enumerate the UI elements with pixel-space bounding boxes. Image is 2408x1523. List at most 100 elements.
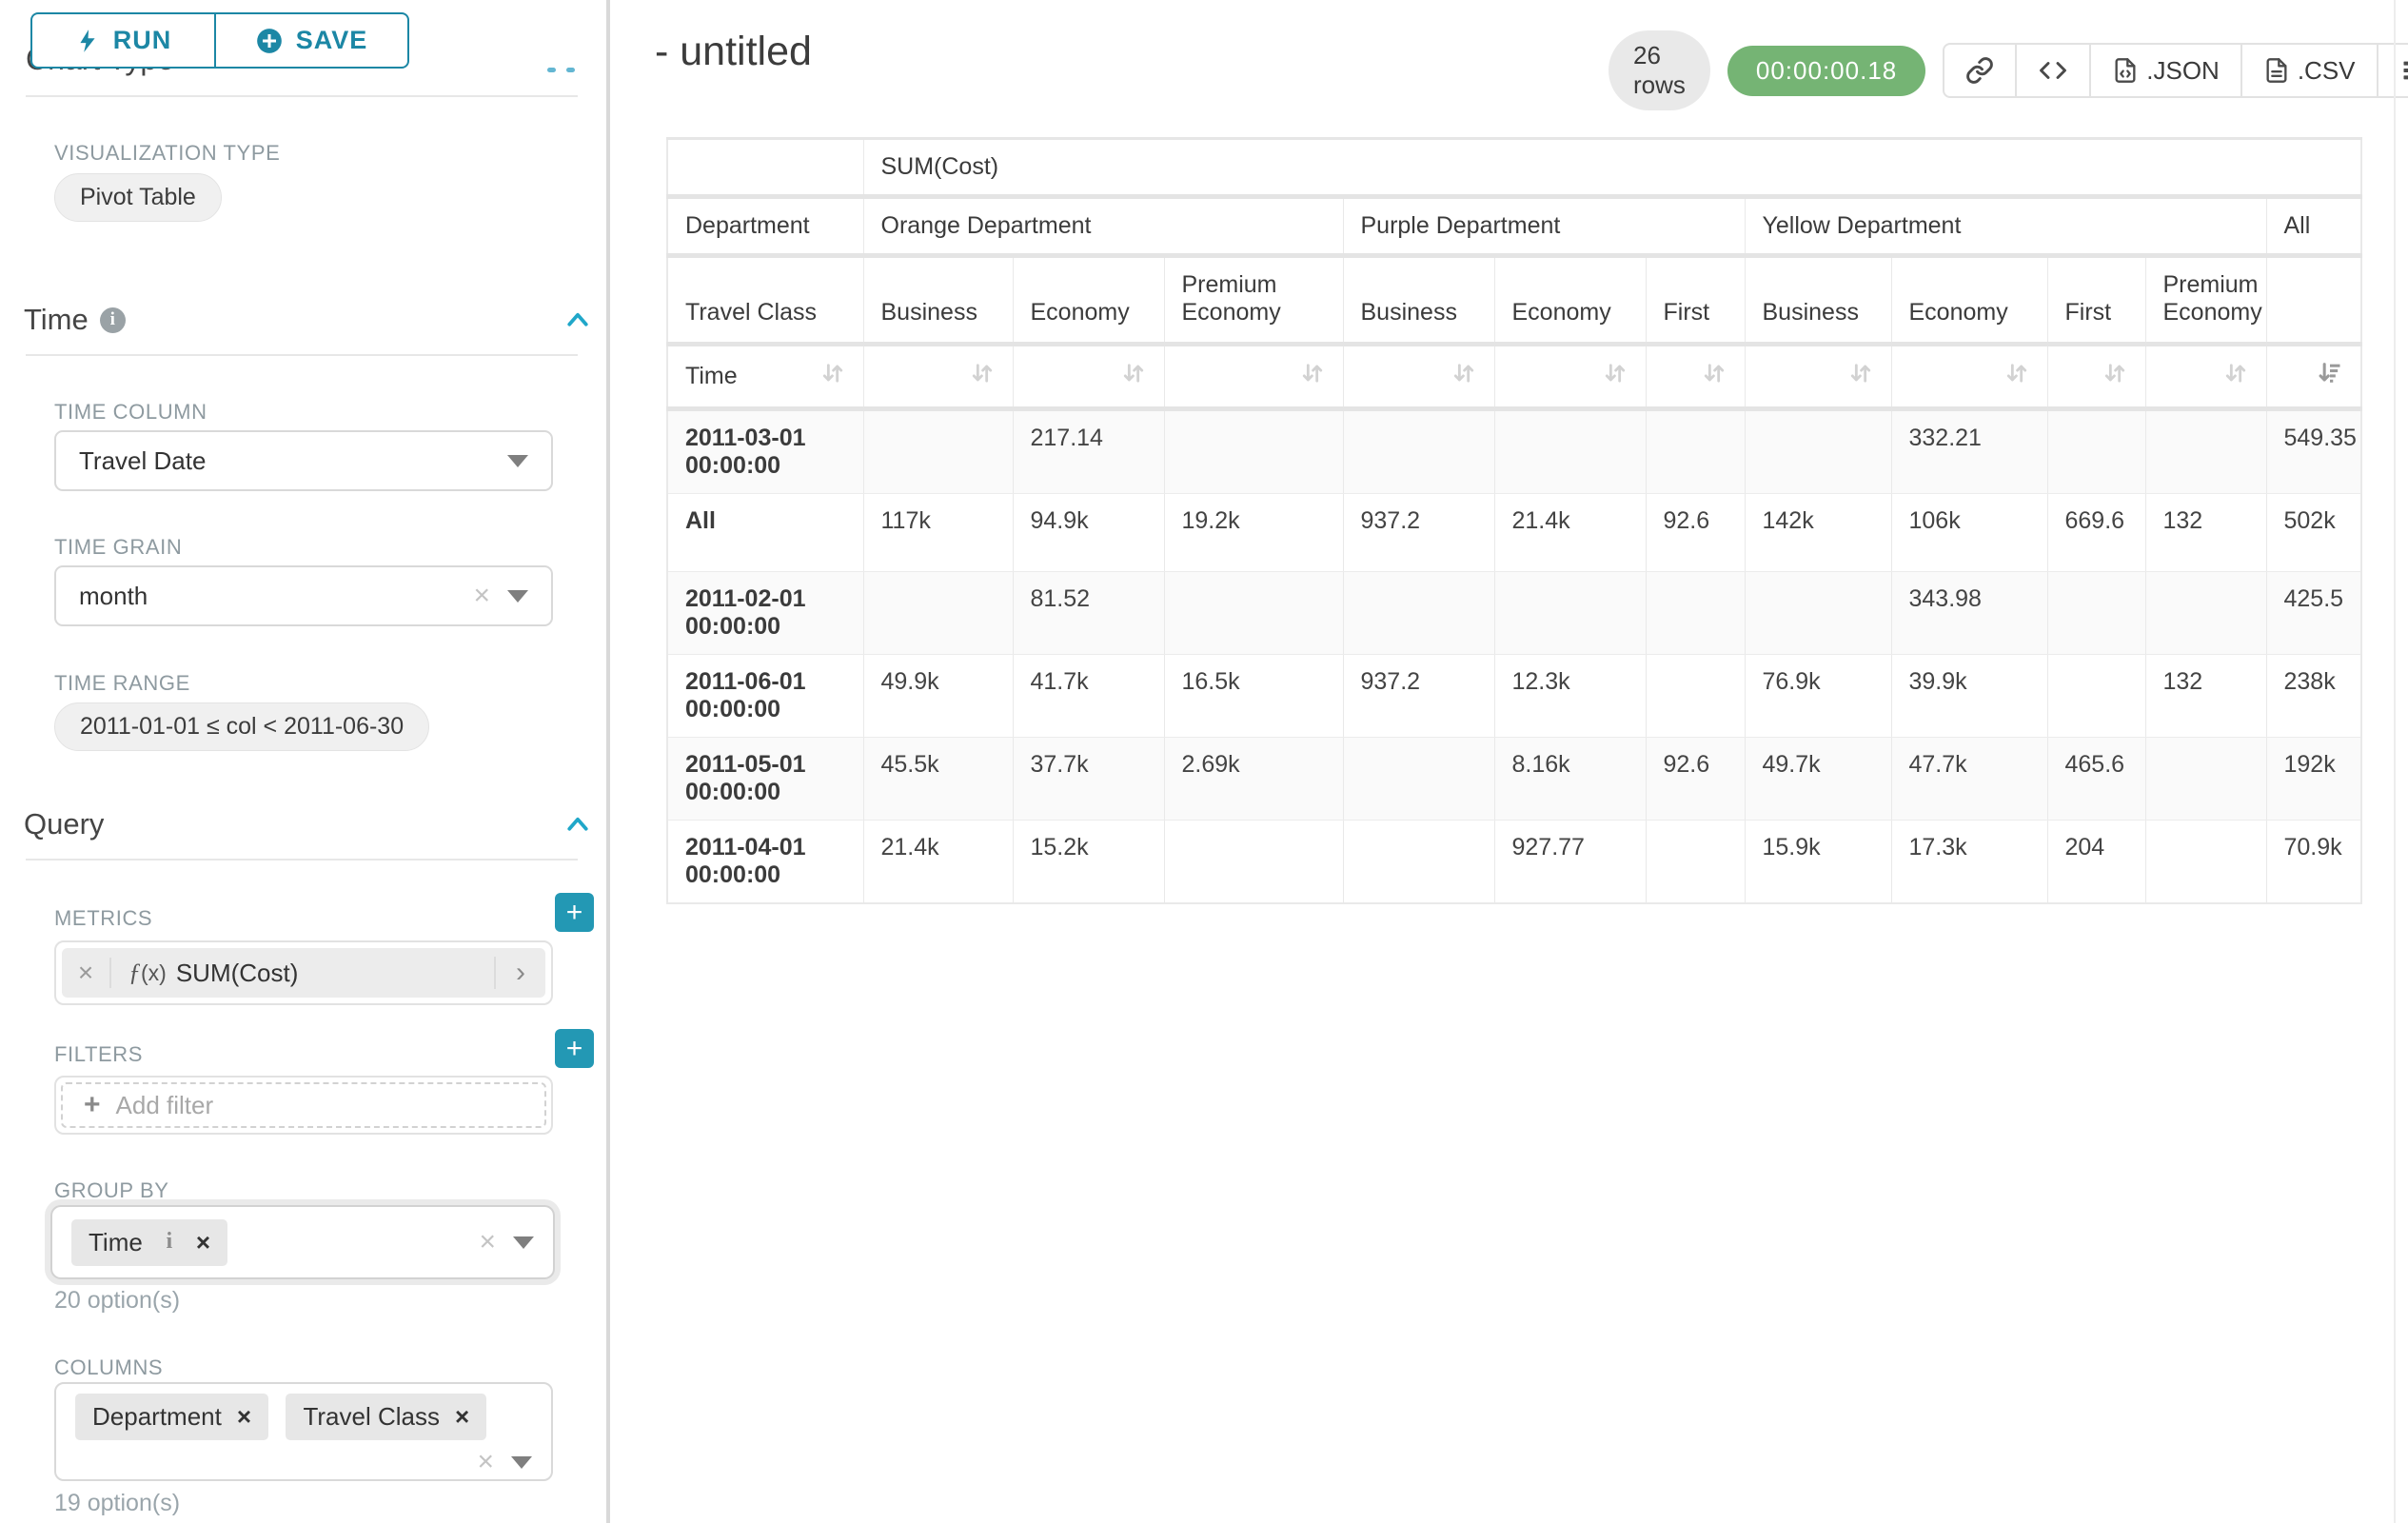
export-csv-button[interactable]: .CSV bbox=[2242, 45, 2378, 96]
sort-header-cell[interactable] bbox=[1164, 344, 1344, 411]
table-cell bbox=[1164, 408, 1344, 494]
table-cell: 2.69k bbox=[1164, 737, 1344, 821]
metric-pill[interactable]: × ƒ(x) SUM(Cost) › bbox=[62, 948, 545, 998]
travel-class-dimension-label: Travel Class bbox=[667, 255, 864, 346]
export-csv-label: .CSV bbox=[2297, 55, 2356, 85]
time-column-select[interactable]: Travel Date bbox=[54, 430, 553, 491]
sort-header-cell[interactable] bbox=[2145, 344, 2267, 411]
table-cell: 502k bbox=[2266, 493, 2362, 572]
embed-code-button[interactable] bbox=[2017, 45, 2092, 96]
department-header-row: Department Orange Department Purple Depa… bbox=[667, 196, 2362, 258]
time-section-label: Time bbox=[24, 303, 89, 336]
time-column-value: Travel Date bbox=[79, 445, 207, 475]
time-grain-value: month bbox=[79, 581, 148, 610]
export-button-group: .JSON .CSV bbox=[1943, 43, 2408, 98]
time-range-pill[interactable]: 2011-01-01 ≤ col < 2011-06-30 bbox=[54, 702, 430, 751]
add-filter-label: Add filter bbox=[115, 1090, 214, 1119]
add-filter-plus-button[interactable]: + bbox=[555, 1029, 594, 1068]
table-cell bbox=[1343, 820, 1495, 904]
run-button[interactable]: RUN bbox=[30, 12, 215, 69]
sort-header-cell[interactable] bbox=[863, 344, 1014, 411]
travel-class-header-cell: Economy bbox=[1013, 255, 1165, 346]
chevron-down-icon bbox=[507, 454, 528, 467]
sort-header-cell[interactable] bbox=[1343, 344, 1495, 411]
menu-button[interactable] bbox=[2378, 45, 2408, 96]
table-cell bbox=[1745, 408, 1892, 494]
sort-header-cell[interactable] bbox=[1494, 344, 1647, 411]
remove-metric-icon[interactable]: × bbox=[62, 958, 111, 988]
remove-tag-icon[interactable]: × bbox=[236, 1402, 252, 1431]
clear-icon[interactable]: × bbox=[473, 580, 490, 611]
sort-header-cell[interactable] bbox=[1646, 344, 1746, 411]
save-button[interactable]: SAVE bbox=[215, 12, 409, 69]
table-cell: 132 bbox=[2145, 493, 2267, 572]
remove-tag-icon[interactable]: × bbox=[455, 1402, 470, 1431]
visualization-type-label: VISUALIZATION TYPE bbox=[54, 141, 281, 165]
table-cell bbox=[2145, 820, 2267, 904]
table-row: 2011-06-01 00:00:00 49.9k 41.7k 16.5k 937.2 1… bbox=[667, 654, 2362, 738]
group-by-tag[interactable]: Time i × bbox=[71, 1218, 227, 1266]
table-cell bbox=[2145, 408, 2267, 494]
table-cell: 204 bbox=[2047, 820, 2146, 904]
table-cell: 106k bbox=[1891, 493, 2048, 572]
info-icon[interactable]: i bbox=[99, 307, 126, 333]
time-sort-header[interactable]: Time bbox=[667, 344, 864, 411]
add-metric-button[interactable]: + bbox=[555, 893, 594, 932]
sort-header-cell[interactable] bbox=[1013, 344, 1165, 411]
table-row: 2011-04-01 00:00:00 21.4k 15.2k 927.77 15.9k… bbox=[667, 820, 2362, 904]
export-json-button[interactable]: .JSON bbox=[2091, 45, 2242, 96]
copy-link-button[interactable] bbox=[1944, 45, 2018, 96]
table-cell: 549.35 bbox=[2266, 408, 2362, 494]
file-text-icon bbox=[2266, 58, 2287, 83]
table-row: 2011-02-01 00:00:00 81.52 343.98 425.5 bbox=[667, 571, 2362, 655]
chevron-right-icon[interactable]: › bbox=[494, 957, 545, 989]
travel-class-header-cell: Business bbox=[1343, 255, 1495, 346]
code-icon bbox=[2040, 62, 2067, 79]
table-cell: 132 bbox=[2145, 654, 2267, 738]
chevron-up-icon[interactable] bbox=[563, 811, 592, 840]
remove-tag-icon[interactable]: × bbox=[195, 1227, 210, 1256]
table-row: 2011-03-01 00:00:00 217.14 332.21 549.35 bbox=[667, 408, 2362, 494]
chart-title[interactable]: - untitled bbox=[655, 29, 812, 74]
table-cell: 21.4k bbox=[1494, 493, 1647, 572]
table-cell: 47.7k bbox=[1891, 737, 2048, 821]
table-cell: 92.6 bbox=[1646, 493, 1746, 572]
travel-class-header-cell: Premium Economy bbox=[2145, 255, 2267, 346]
columns-tag[interactable]: Department × bbox=[75, 1394, 269, 1440]
result-toolbar: 26 rows 00:00:00.18 .JSON .CSV bbox=[1609, 30, 2408, 110]
table-cell bbox=[1646, 571, 1746, 655]
clear-icon[interactable]: × bbox=[479, 1226, 496, 1257]
tag-label: Travel Class bbox=[303, 1402, 440, 1431]
table-cell: 465.6 bbox=[2047, 737, 2146, 821]
table-cell: 117k bbox=[863, 493, 1014, 572]
columns-tag[interactable]: Travel Class × bbox=[286, 1394, 487, 1440]
query-section-title: Query bbox=[24, 807, 104, 841]
clear-icon[interactable]: × bbox=[477, 1446, 494, 1477]
table-cell bbox=[1646, 408, 1746, 494]
chevron-up-icon[interactable] bbox=[563, 307, 592, 335]
group-by-select[interactable]: Time i × × bbox=[50, 1205, 555, 1279]
info-icon[interactable]: i bbox=[166, 1229, 173, 1254]
table-cell: 21.4k bbox=[863, 820, 1014, 904]
department-header-cell: Yellow Department bbox=[1745, 196, 2267, 258]
columns-select[interactable]: Department × Travel Class × × bbox=[54, 1382, 553, 1481]
columns-option-count: 19 option(s) bbox=[54, 1490, 181, 1516]
sort-header-cell-active[interactable] bbox=[2266, 344, 2362, 411]
table-cell bbox=[2145, 737, 2267, 821]
sort-header-cell[interactable] bbox=[1891, 344, 2048, 411]
page-edge-hairline bbox=[2394, 0, 2396, 1523]
plus-circle-icon bbox=[256, 28, 282, 53]
tag-label: Time bbox=[89, 1227, 143, 1256]
pivot-table: SUM(Cost) Department Orange Department P… bbox=[666, 137, 2363, 904]
visualization-type-pill[interactable]: Pivot Table bbox=[54, 173, 222, 222]
time-grain-select[interactable]: month × bbox=[54, 565, 553, 626]
row-header: All bbox=[667, 493, 864, 572]
sort-header-cell[interactable] bbox=[2047, 344, 2146, 411]
table-cell bbox=[2047, 654, 2146, 738]
row-header: 2011-05-01 00:00:00 bbox=[667, 737, 864, 821]
table-cell: 425.5 bbox=[2266, 571, 2362, 655]
add-filter-button[interactable]: + Add filter bbox=[61, 1082, 546, 1128]
sort-header-cell[interactable] bbox=[1745, 344, 1892, 411]
empty-header-cell bbox=[667, 138, 864, 199]
time-range-label: TIME RANGE bbox=[54, 671, 190, 695]
